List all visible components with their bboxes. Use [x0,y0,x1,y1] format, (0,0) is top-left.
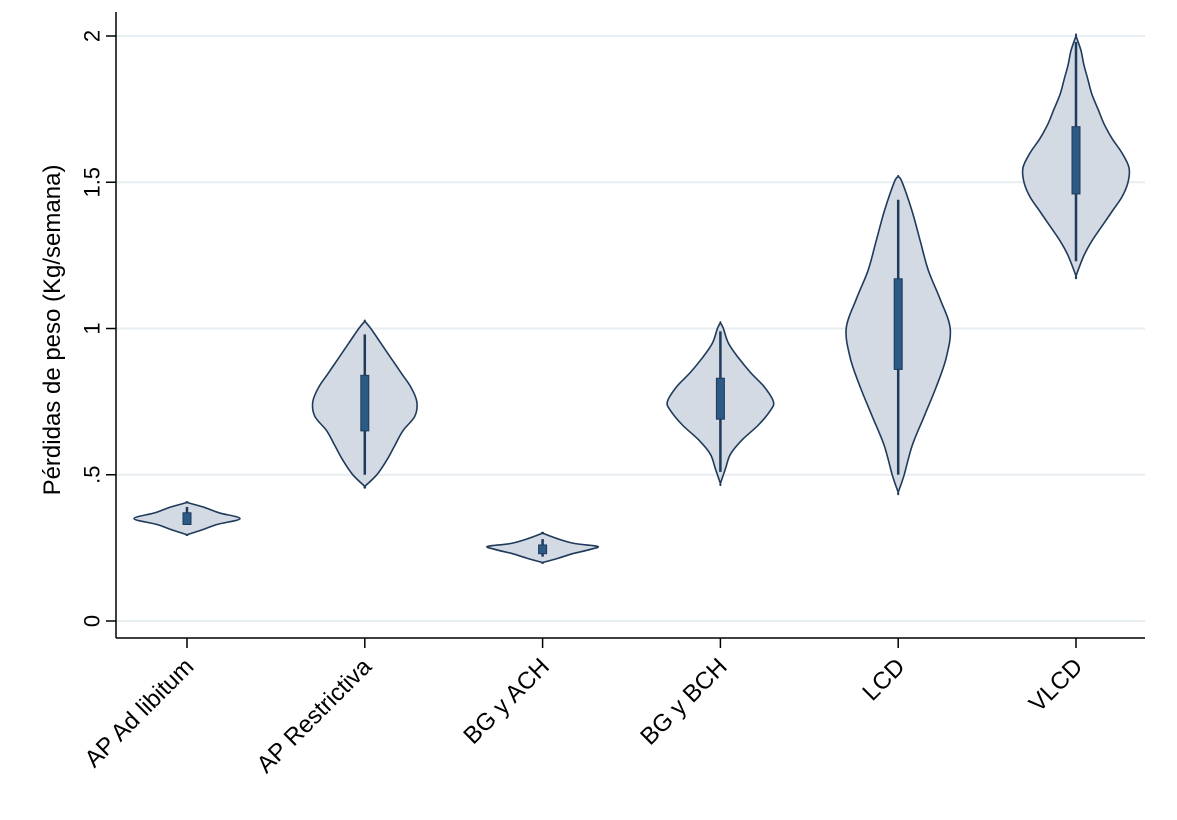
x-tick-label-vlcd: VLCD [1024,653,1088,717]
x-tick-label-ap-ad-libitum: AP Ad libitum [80,653,200,773]
x-tick-label-ap-restrictiva: AP Restrictiva [252,653,378,779]
y-tick-label-0: 0 [80,615,105,627]
y-tick-label-2: 1 [80,322,105,334]
y-tick-label-3: 1.5 [80,167,105,198]
x-tick-label-bg-y-ach: BG y ACH [458,653,554,749]
grid-layer [116,35,1145,622]
y-axis-title: Pérdidas de peso (Kg/semana) [39,165,66,496]
x-tick-label-lcd: LCD [857,653,910,706]
box-ap-restrictiva [360,374,370,432]
y-tick-label-1: .5 [80,466,105,484]
axis-layer: 0 .5 1 1.5 2 AP Ad libitum AP Restrictiva BG y … [80,12,1145,779]
box-bg-y-ach [538,544,548,555]
box-vlcd [1071,126,1081,195]
violin-layer [133,33,1131,564]
box-lcd [893,278,903,370]
box-ap-ad-libitum [182,512,192,525]
y-tick-label-4: 2 [80,30,105,42]
x-tick-label-bg-y-bch: BG y BCH [635,653,732,750]
box-bg-y-bch [715,377,725,420]
